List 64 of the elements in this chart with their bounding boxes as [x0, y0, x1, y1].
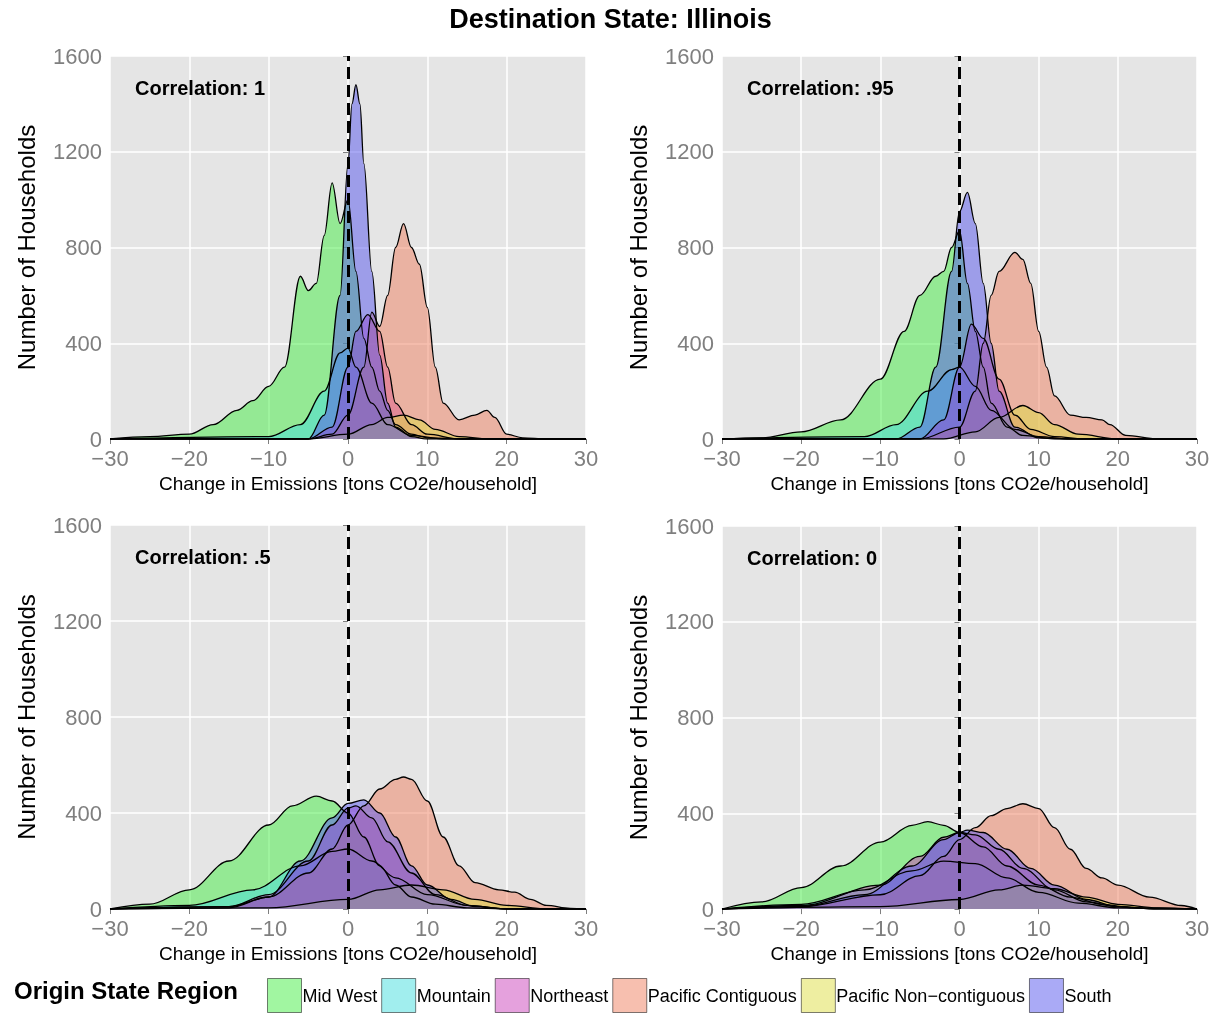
y-tick-label: 0	[89, 896, 102, 922]
y-tick-label: 1200	[53, 608, 102, 634]
x-tick-label: −20	[782, 445, 820, 471]
y-axis-title: Number of Households	[624, 124, 652, 371]
x-tick-label: 20	[1105, 915, 1131, 941]
x-tick-label: 30	[573, 915, 599, 941]
legend-label: Pacific Non−contiguous	[836, 985, 1025, 1006]
y-tick-label: 1600	[665, 43, 714, 69]
annotation: Correlation: 0	[747, 547, 878, 569]
annotation: Correlation: 1	[135, 77, 266, 99]
y-axis-title: Number of Households	[12, 594, 40, 840]
y-tick-label: 1600	[53, 512, 102, 538]
x-tick-label: 30	[1184, 915, 1210, 941]
x-tick-label: 30	[1184, 445, 1210, 471]
x-tick-label: −10	[250, 915, 288, 941]
legend-label: Pacific Contiguous	[647, 985, 797, 1006]
chart-title: Destination State: Illinois	[448, 4, 773, 35]
y-axis-title: Number of Households	[624, 594, 652, 841]
y-tick-label: 800	[65, 704, 102, 730]
y-tick-label: 800	[677, 705, 714, 731]
x-tick-label: 0	[953, 445, 966, 471]
y-tick-label: 1200	[665, 609, 714, 635]
y-tick-label: 400	[65, 330, 102, 356]
y-tick-label: 0	[701, 896, 714, 922]
x-axis-title: Change in Emissions [tons CO2e/household]	[770, 472, 1149, 494]
x-tick-label: 0	[953, 915, 966, 941]
x-tick-label: −20	[170, 915, 208, 941]
legend-label: Mid West	[302, 985, 378, 1006]
x-tick-label: −10	[861, 445, 899, 471]
x-tick-label: −20	[170, 445, 208, 471]
x-axis-title: Change in Emissions [tons CO2e/household]	[158, 472, 538, 494]
y-tick-label: 1600	[53, 43, 102, 69]
x-tick-label: −20	[782, 915, 820, 941]
x-tick-label: 30	[573, 445, 599, 471]
annotation: Correlation: .5	[135, 546, 271, 568]
y-tick-label: 800	[65, 235, 102, 260]
y-tick-label: 1200	[665, 139, 714, 165]
y-tick-label: 400	[65, 800, 102, 826]
y-tick-label: 1200	[53, 139, 102, 165]
x-tick-label: 10	[1026, 445, 1051, 471]
y-tick-label: 0	[89, 426, 102, 452]
y-tick-label: 800	[677, 235, 714, 260]
x-axis-title: Change in Emissions [tons CO2e/household]	[158, 942, 538, 964]
legend-label: Northeast	[530, 985, 609, 1006]
legend-label: Mountain	[416, 985, 491, 1006]
x-tick-label: 20	[494, 915, 519, 941]
y-tick-label: 1600	[665, 513, 714, 539]
x-tick-label: 10	[415, 915, 440, 941]
y-tick-label: 400	[677, 330, 714, 356]
x-tick-label: −10	[250, 445, 288, 471]
y-tick-label: 0	[701, 426, 714, 452]
x-tick-label: 10	[1026, 915, 1051, 941]
legend-title: Origin State Region	[14, 976, 239, 1004]
x-tick-label: 0	[341, 915, 355, 941]
x-tick-label: 0	[341, 445, 355, 471]
x-tick-label: 20	[1105, 445, 1131, 471]
y-tick-label: 400	[677, 800, 714, 826]
x-tick-label: 10	[415, 445, 440, 471]
x-tick-label: 20	[494, 445, 519, 471]
x-tick-label: −10	[861, 915, 899, 941]
y-axis-title: Number of Households	[12, 124, 40, 371]
x-axis-title: Change in Emissions [tons CO2e/household]	[770, 943, 1149, 964]
legend-label: South	[1064, 985, 1112, 1006]
annotation: Correlation: .95	[747, 77, 894, 99]
